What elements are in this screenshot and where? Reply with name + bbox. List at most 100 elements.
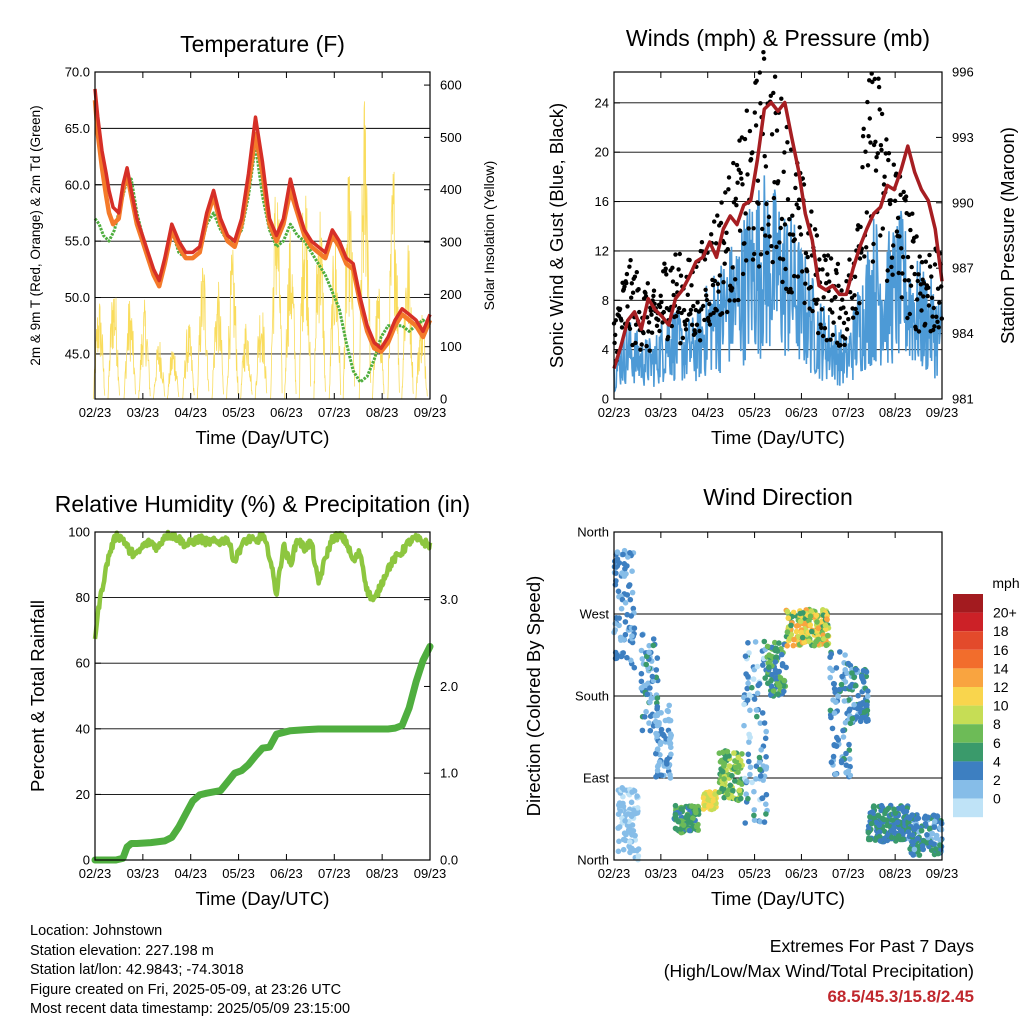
direction-point	[840, 734, 847, 740]
gust-point	[771, 195, 777, 201]
direction-point	[717, 759, 724, 765]
gust-point	[797, 225, 802, 230]
gust-point	[867, 116, 872, 121]
gust-point	[789, 290, 794, 295]
gust-point	[678, 341, 683, 346]
gust-point	[669, 323, 674, 329]
direction-point	[901, 808, 907, 815]
direction-point	[876, 822, 883, 828]
direction-point	[859, 673, 865, 680]
direction-point	[627, 839, 633, 845]
direction-point	[784, 643, 790, 649]
gust-point	[783, 266, 788, 272]
chart-title: Relative Humidity (%) & Precipitation (i…	[55, 491, 470, 517]
y-right-tick-label: 984	[952, 326, 974, 341]
gust-point	[807, 306, 812, 311]
direction-point	[808, 608, 814, 614]
direction-point	[772, 659, 779, 665]
gust-point	[675, 309, 681, 315]
direction-point	[813, 638, 819, 645]
direction-point	[665, 708, 671, 715]
x-tick-label: 08/23	[366, 405, 399, 420]
gust-point	[873, 168, 879, 173]
speed-legend: mph 20+ 18 16 14 12 10 8 6 4 2 0	[953, 575, 1020, 818]
gust-point	[862, 254, 867, 259]
direction-point	[644, 653, 650, 660]
direction-point	[876, 829, 883, 835]
data-timestamp: Most recent data timestamp: 2025/05/09 2…	[30, 1001, 351, 1018]
direction-point	[745, 640, 751, 646]
panel-direction: Wind DirectionNorthEastSouthWestNorth02/…	[523, 484, 1020, 909]
gust-point	[703, 287, 708, 292]
direction-point	[705, 797, 711, 803]
legend-swatch	[953, 668, 983, 687]
gust-point	[701, 303, 706, 309]
gust-point	[891, 162, 896, 167]
gust-point	[657, 304, 663, 310]
direction-point	[686, 827, 693, 834]
gust-point	[880, 226, 885, 231]
direction-point	[638, 678, 645, 685]
gust-point	[815, 297, 820, 302]
gust-point	[780, 279, 785, 285]
direction-point	[889, 834, 895, 841]
gust-point	[882, 174, 887, 179]
gust-point	[918, 291, 923, 296]
gust-point	[812, 227, 818, 232]
y-tick-label: 20	[595, 145, 609, 160]
gust-point	[685, 317, 690, 323]
gust-point	[769, 244, 774, 249]
direction-point	[762, 735, 769, 742]
direction-point	[629, 789, 635, 795]
gust-point	[854, 310, 860, 316]
gust-point	[935, 286, 941, 291]
gust-point	[932, 324, 937, 329]
direction-point	[622, 818, 628, 824]
gust-point	[873, 139, 878, 144]
gust-point	[879, 147, 884, 153]
gust-point	[751, 226, 756, 231]
gust-point	[737, 228, 743, 233]
direction-point	[629, 822, 636, 828]
direction-point	[622, 619, 629, 625]
y-tick-label: 70.0	[65, 65, 90, 80]
gust-point	[771, 90, 776, 96]
gust-point	[747, 128, 753, 134]
legend-title: mph	[992, 575, 1019, 591]
gust-point	[777, 240, 782, 245]
direction-point	[619, 570, 625, 576]
direction-point	[769, 671, 775, 678]
gust-point	[787, 217, 792, 222]
gust-point	[803, 251, 809, 256]
direction-point	[868, 820, 875, 827]
gust-point	[639, 342, 644, 347]
direction-point	[746, 731, 752, 738]
direction-point	[928, 839, 934, 846]
direction-point	[864, 707, 871, 714]
gust-point	[890, 272, 895, 277]
direction-point	[761, 638, 768, 645]
direction-point	[853, 682, 859, 689]
y-tick-label: 4	[602, 342, 609, 357]
gust-point	[764, 201, 769, 207]
direction-point	[680, 822, 687, 828]
solar-insolation-line	[92, 101, 428, 400]
gust-point	[734, 162, 740, 168]
gust-point	[884, 137, 889, 142]
gust-point	[725, 247, 730, 252]
y-right-tick-label: 3.0	[440, 592, 458, 607]
gust-point	[857, 301, 862, 306]
gust-point	[758, 101, 763, 106]
gust-point	[627, 264, 632, 269]
x-tick-label: 03/23	[127, 405, 160, 420]
direction-point	[827, 654, 833, 660]
legend-label: 14	[993, 660, 1009, 676]
direction-point	[721, 763, 727, 769]
gust-point	[704, 293, 709, 298]
y-right-tick-label: 1.0	[440, 766, 458, 781]
gust-point	[901, 189, 906, 195]
y-tick-label: 12	[595, 243, 609, 258]
direction-point	[759, 795, 765, 802]
gust-point	[913, 327, 919, 332]
direction-point	[845, 768, 852, 774]
